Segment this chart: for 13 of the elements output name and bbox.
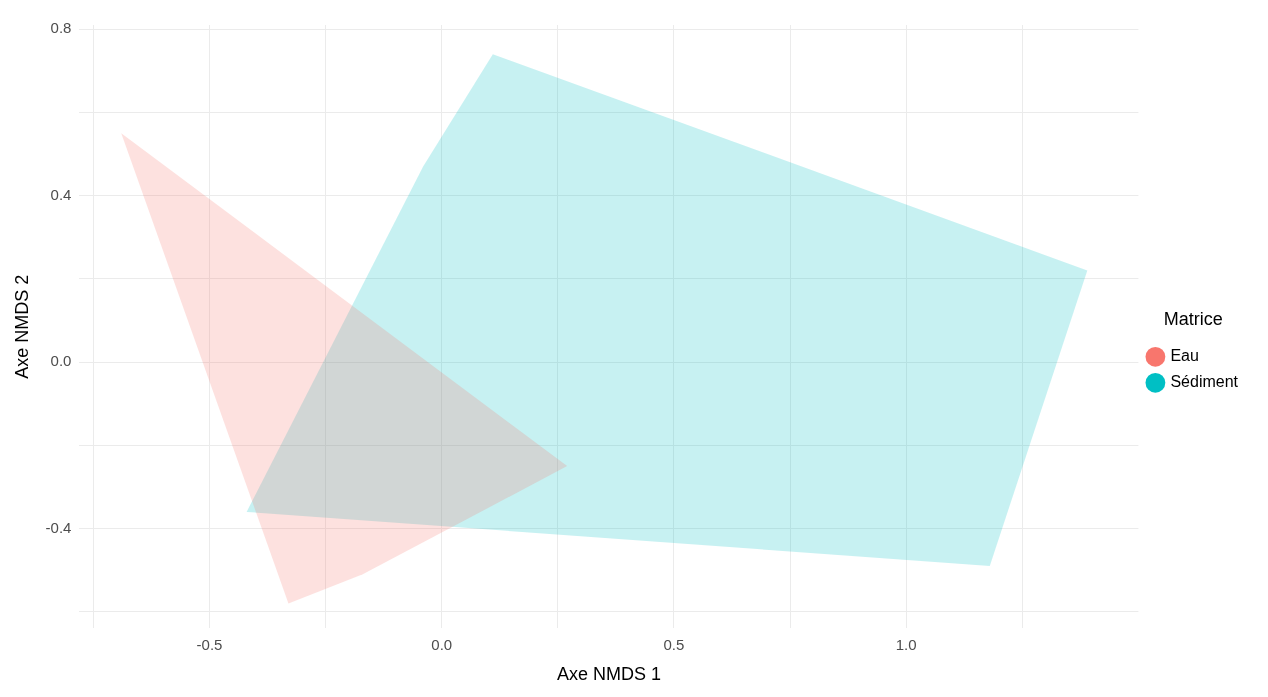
legend-label: Eau bbox=[1170, 347, 1199, 365]
y-tick-label: 0.4 bbox=[50, 185, 72, 203]
x-tick-label: 0.5 bbox=[663, 635, 685, 653]
x-tick-label: 0.0 bbox=[431, 635, 453, 653]
y-tick-label: -0.4 bbox=[45, 518, 72, 536]
legend-label: Sédiment bbox=[1170, 373, 1239, 391]
x-axis-title: Axe NMDS 1 bbox=[556, 664, 661, 685]
x-tick-label: 1.0 bbox=[895, 635, 917, 653]
y-tick-label: 0.8 bbox=[50, 19, 72, 37]
x-tick-label: -0.5 bbox=[196, 635, 223, 653]
y-axis-title: Axe NMDS 2 bbox=[11, 274, 32, 379]
legend-title: Matrice bbox=[1163, 309, 1223, 330]
y-tick-label: 0.0 bbox=[50, 352, 72, 370]
